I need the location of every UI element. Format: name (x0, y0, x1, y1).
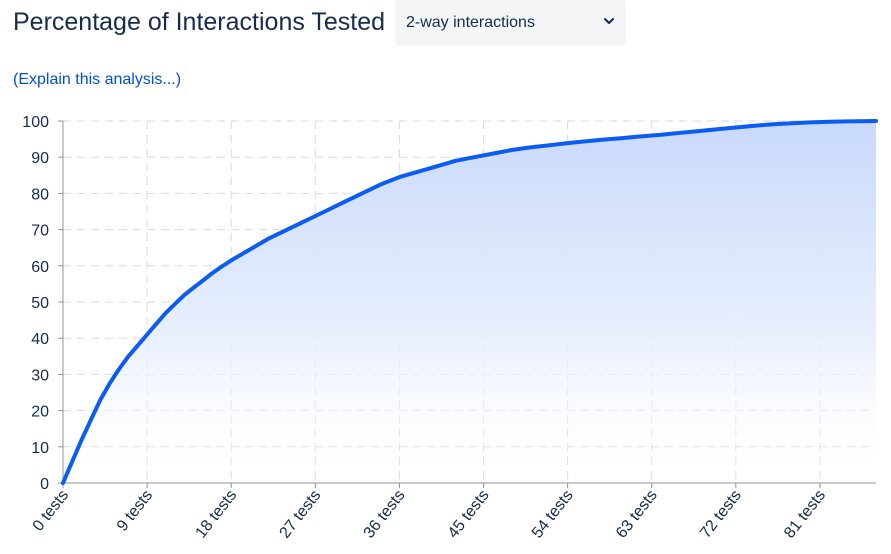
x-tick-label: 9 tests (114, 487, 156, 535)
y-tick-label: 10 (31, 440, 49, 457)
y-tick-label: 60 (31, 259, 49, 276)
x-tick-label: 63 tests (613, 487, 661, 542)
y-tick-label: 100 (22, 114, 49, 131)
y-tick-label: 70 (31, 223, 49, 240)
x-tick-label: 27 tests (277, 487, 325, 542)
interaction-type-select-value: 2-way interactions (406, 14, 535, 31)
y-tick-label: 50 (31, 295, 49, 312)
y-tick-label: 0 (40, 476, 49, 493)
y-tick-label: 40 (31, 331, 49, 348)
x-tick-label: 81 tests (781, 487, 829, 542)
x-tick-label: 36 tests (361, 487, 409, 542)
y-tick-label: 90 (31, 150, 49, 167)
interaction-type-select[interactable]: 2-way interactions (395, 0, 626, 46)
x-tick-label: 18 tests (192, 487, 240, 542)
x-tick-label: 0 tests (30, 487, 72, 535)
x-tick-label: 72 tests (697, 487, 745, 542)
chevron-down-icon (604, 18, 614, 24)
x-tick-label: 45 tests (445, 487, 493, 542)
x-tick-label: 54 tests (529, 487, 577, 542)
explain-analysis-link[interactable]: (Explain this analysis...) (13, 71, 182, 88)
page-title: Percentage of Interactions Tested (13, 8, 385, 36)
series-area-fill (63, 121, 876, 483)
y-tick-label: 80 (31, 186, 49, 203)
series-line (61, 119, 878, 485)
y-tick-label: 30 (31, 367, 49, 384)
y-tick-label: 20 (31, 404, 49, 421)
